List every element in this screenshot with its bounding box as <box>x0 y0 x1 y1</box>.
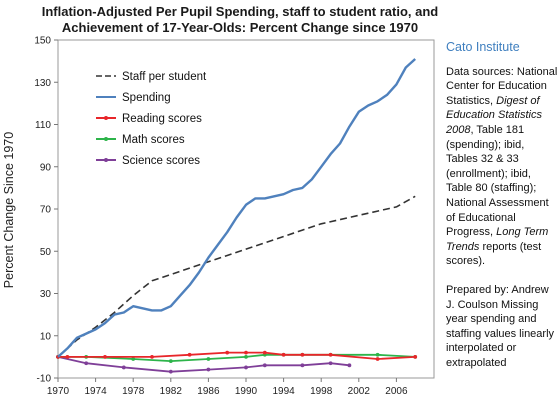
x-tick-label: 2002 <box>348 386 371 397</box>
series-line-spending <box>57 58 417 358</box>
data-point-science-scores <box>84 361 89 366</box>
data-point-math-scores <box>168 359 173 363</box>
x-tick-label: 1982 <box>160 386 183 397</box>
data-point-reading-scores <box>150 354 154 359</box>
data-point-science-scores <box>168 369 173 374</box>
x-tick-label: 2006 <box>385 386 408 397</box>
data-point-reading-scores <box>300 352 305 357</box>
prepared-text-part-0: Prepared by: Andrew J. Coulson Missing y… <box>446 283 555 369</box>
data-point-reading-scores <box>103 354 107 359</box>
data-point-reading-scores <box>328 352 333 357</box>
data-point-reading-scores <box>262 350 267 355</box>
y-axis-label: Percent Change Since 1970 <box>2 132 16 288</box>
data-point-math-scores <box>375 352 380 357</box>
plot-area <box>57 39 435 379</box>
x-tick-label: 1974 <box>84 386 107 397</box>
y-tick-label: 110 <box>35 120 51 131</box>
y-tick-label: 70 <box>40 205 52 216</box>
legend-marker-reading-scores <box>104 116 108 120</box>
legend-marker-math-scores <box>104 137 108 141</box>
plot-border <box>57 39 435 379</box>
legend-label-math-scores: Math scores <box>122 134 185 146</box>
y-tick-label: 10 <box>40 331 52 342</box>
series-line-staff-per-student <box>57 195 416 358</box>
series-line-science-scores <box>57 356 350 373</box>
x-tick-label: 1998 <box>310 386 333 397</box>
legend-label-science-scores: Science scores <box>122 155 200 167</box>
data-point-math-scores <box>131 357 136 361</box>
x-tick-label: 1994 <box>272 386 295 397</box>
x-tick-label: 1978 <box>122 386 145 397</box>
data-point-reading-scores <box>375 357 380 361</box>
axis-ticks: -10 10 30 50 70 90 110 130 150 1970 1974 1978 1982 19… <box>34 36 408 398</box>
sources-text-part-3: Long Term Trends <box>446 226 549 253</box>
legend-label-spending: Spending <box>122 92 171 104</box>
chart-title-line-2: Achievement of 17-Year-Olds: Percent Cha… <box>62 20 418 35</box>
y-tick-label: 30 <box>40 289 52 300</box>
data-point-reading-scores <box>281 352 286 357</box>
chart-title-line-1: Inflation-Adjusted Per Pupil Spending, s… <box>42 4 439 19</box>
data-point-science-scores <box>347 363 352 368</box>
y-tick-label: 50 <box>40 247 52 258</box>
data-point-reading-scores <box>413 354 418 359</box>
data-point-science-scores <box>206 367 211 372</box>
data-point-science-scores <box>244 365 248 370</box>
sources-text-part-4: reports (test scores). <box>446 240 542 268</box>
series-group <box>56 58 418 374</box>
x-tick-label: 1990 <box>235 386 258 397</box>
y-tick-label: 130 <box>34 78 51 89</box>
prepared-by-text: Prepared by: Andrew J. Coulson Missing y… <box>446 283 558 371</box>
legend-marker-science-scores <box>104 158 108 162</box>
legend-label-reading-scores: Reading scores <box>122 113 202 125</box>
data-point-reading-scores <box>187 352 192 357</box>
x-tick-label: 1986 <box>197 386 220 397</box>
y-tick-label: 90 <box>40 162 52 173</box>
data-point-math-scores <box>206 357 211 361</box>
organization-name: Cato Institute <box>446 40 520 54</box>
data-point-math-scores <box>244 354 248 359</box>
sources-text-part-0: Data sources: National Center for Educat… <box>446 65 558 107</box>
data-point-science-scores <box>262 363 267 368</box>
data-point-reading-scores <box>225 350 230 355</box>
y-tick-label: 150 <box>34 36 51 47</box>
sources-text-part-2: , Table 181 (spending); ibid, Tables 32 … <box>446 123 549 239</box>
side-panel: Cato Institute Data sources: National Ce… <box>446 40 558 370</box>
sources-text-part-1: Digest of Education Statistics 2008 <box>446 94 542 136</box>
legend-label-staff-per-student: Staff per student <box>122 71 207 83</box>
data-sources-text: Data sources: National Center for Educat… <box>446 65 558 269</box>
data-point-reading-scores <box>65 354 70 359</box>
y-tick-label: -10 <box>37 374 52 385</box>
data-point-science-scores <box>328 361 333 366</box>
data-point-science-scores <box>300 363 305 368</box>
x-tick-label: 1970 <box>47 386 70 397</box>
data-point-science-scores <box>121 365 126 370</box>
legend: Staff per student Spending Reading scores M… <box>96 71 207 167</box>
data-point-reading-scores <box>244 350 248 355</box>
